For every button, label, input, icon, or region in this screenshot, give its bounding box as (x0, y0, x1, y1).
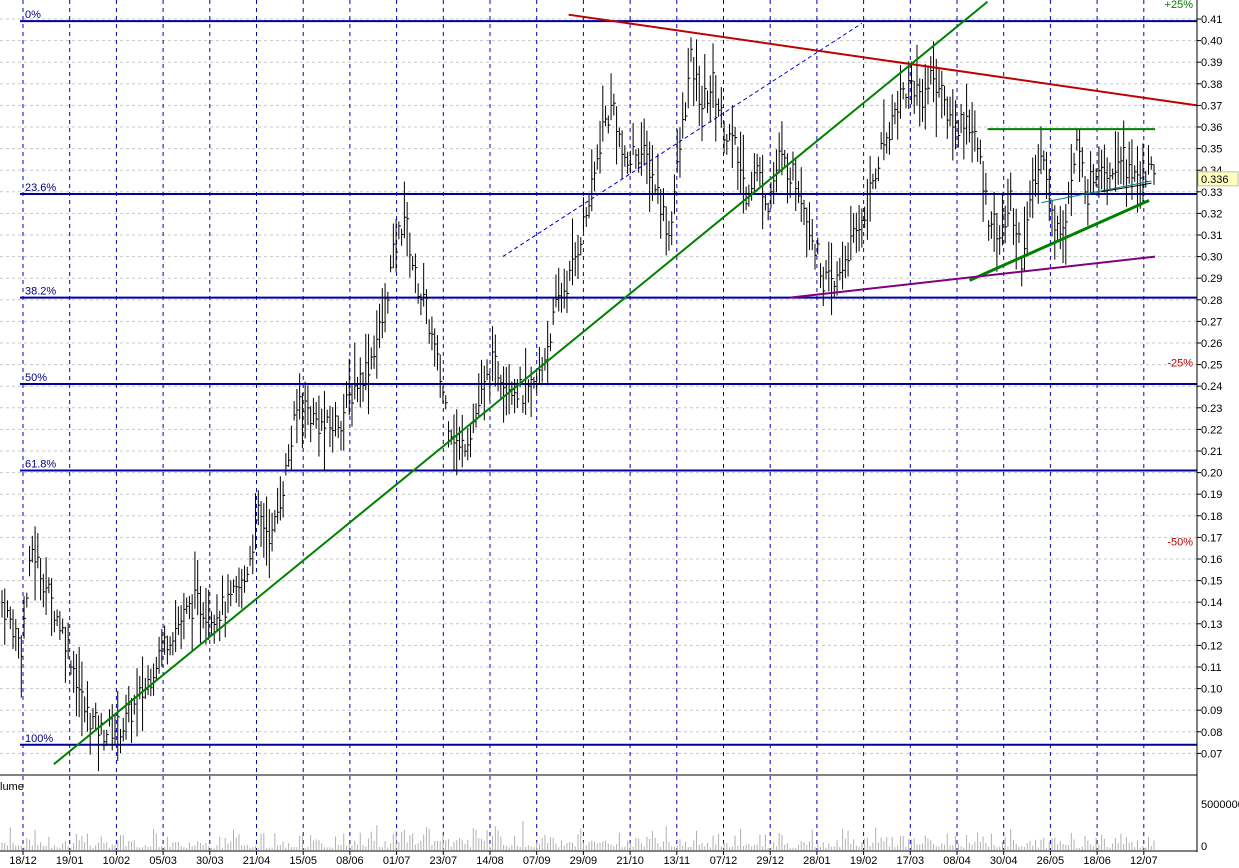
y-tick-label: 0.09 (1201, 705, 1222, 717)
y-tick-label: 0.16 (1201, 554, 1222, 566)
percent-marker: +25% (1165, 0, 1194, 11)
x-tick-label: 21/10 (616, 855, 644, 867)
x-tick-label: 10/02 (103, 855, 131, 867)
y-tick-label: 0.13 (1201, 619, 1222, 631)
x-tick-label: 05/03 (149, 855, 177, 867)
percent-marker: -25% (1167, 357, 1193, 369)
x-tick-label: 15/05 (289, 855, 317, 867)
x-tick-label: 18/12 (9, 855, 37, 867)
x-tick-label: 01/07 (383, 855, 411, 867)
y-tick-label: 0.25 (1201, 360, 1222, 372)
x-tick-label: 30/03 (196, 855, 224, 867)
y-tick-label: 0.14 (1201, 597, 1222, 609)
x-tick-label: 18/06 (1083, 855, 1111, 867)
y-tick-label: 0.08 (1201, 727, 1222, 739)
y-tick-label: 0.20 (1201, 468, 1222, 480)
fibonacci-label: 61.8% (25, 458, 56, 470)
volume-axis-label: 0 (1201, 841, 1207, 853)
y-tick-label: 0.33 (1201, 187, 1222, 199)
trend-line (53, 0, 989, 765)
y-tick-label: 0.15 (1201, 576, 1222, 588)
y-tick-label: 0.19 (1201, 489, 1222, 501)
trend-line (1041, 180, 1152, 204)
x-tick-label: 07/12 (710, 855, 738, 867)
x-tick-label: 08/04 (943, 855, 971, 867)
y-tick-label: 0.24 (1201, 381, 1222, 393)
y-tick-label: 0.07 (1201, 748, 1222, 760)
y-tick-label: 0.23 (1201, 403, 1222, 415)
trend-line (568, 13, 1198, 107)
percent-marker: -50% (1167, 537, 1193, 549)
y-tick-label: 0.41 (1201, 14, 1222, 26)
trend-line (1101, 182, 1152, 193)
x-tick-label: 28/01 (803, 855, 831, 867)
y-tick-label: 0.22 (1201, 424, 1222, 436)
y-tick-label: 0.12 (1201, 640, 1222, 652)
y-tick-label: 0.21 (1201, 446, 1222, 458)
y-tick-label: 0.18 (1201, 511, 1222, 523)
x-tick-label: 19/02 (850, 855, 878, 867)
y-tick-label: 0.11 (1201, 662, 1222, 674)
fibonacci-label: 50% (25, 372, 47, 384)
x-tick-label: 29/12 (756, 855, 784, 867)
x-tick-label: 30/04 (990, 855, 1018, 867)
x-tick-label: 07/09 (523, 855, 551, 867)
x-tick-label: 14/08 (476, 855, 504, 867)
labels: +25% -25% -50% 0.336 (1165, 0, 1239, 549)
volume-title: lume (0, 781, 24, 793)
x-tick-label: 17/03 (897, 855, 925, 867)
trend-line (789, 255, 1156, 299)
y-tick-label: 0.27 (1201, 316, 1222, 328)
last-price-label: 0.336 (1201, 174, 1229, 186)
y-tick-label: 0.40 (1201, 36, 1222, 48)
fibonacci-label: 38.2% (25, 286, 56, 298)
y-tick-label: 0.29 (1201, 273, 1222, 285)
y-tick-label: 0.38 (1201, 79, 1222, 91)
y-tick-label: 0.36 (1201, 122, 1222, 134)
x-tick-label: 08/06 (336, 855, 364, 867)
y-tick-label: 0.32 (1201, 208, 1222, 220)
x-tick-label: 12/07 (1130, 855, 1158, 867)
fibonacci-label: 0% (25, 9, 41, 21)
grid-layer (0, 0, 1197, 850)
x-tick-label: 29/09 (570, 855, 598, 867)
trend-line (968, 199, 1150, 282)
fibonacci-label: 100% (25, 733, 53, 745)
trend-line (502, 22, 863, 258)
y-tick-label: 0.37 (1201, 100, 1222, 112)
x-tick-label: 13/11 (663, 855, 690, 867)
y-tick-label: 0.17 (1201, 532, 1222, 544)
y-tick-label: 0.10 (1201, 684, 1222, 696)
price-bars (1, 37, 1156, 772)
x-tick-label: 21/04 (243, 855, 271, 867)
y-tick-label: 0.26 (1201, 338, 1222, 350)
fibonacci-levels: 0% 23.6% 38.2% 50% 61.8% 100% (20, 9, 1197, 746)
fibonacci-label: 23.6% (25, 182, 56, 194)
y-tick-label: 0.35 (1201, 144, 1222, 156)
y-tick-label: 0.31 (1201, 230, 1222, 242)
x-tick-label: 19/01 (56, 855, 84, 867)
y-tick-label: 0.28 (1201, 295, 1222, 307)
y-tick-label: 0.39 (1201, 57, 1222, 69)
y-tick-label: 0.30 (1201, 252, 1222, 264)
last-price-box (1197, 171, 1239, 187)
x-tick-label: 23/07 (430, 855, 458, 867)
x-tick-label: 26/05 (1037, 855, 1065, 867)
trend-lines (53, 0, 1198, 765)
